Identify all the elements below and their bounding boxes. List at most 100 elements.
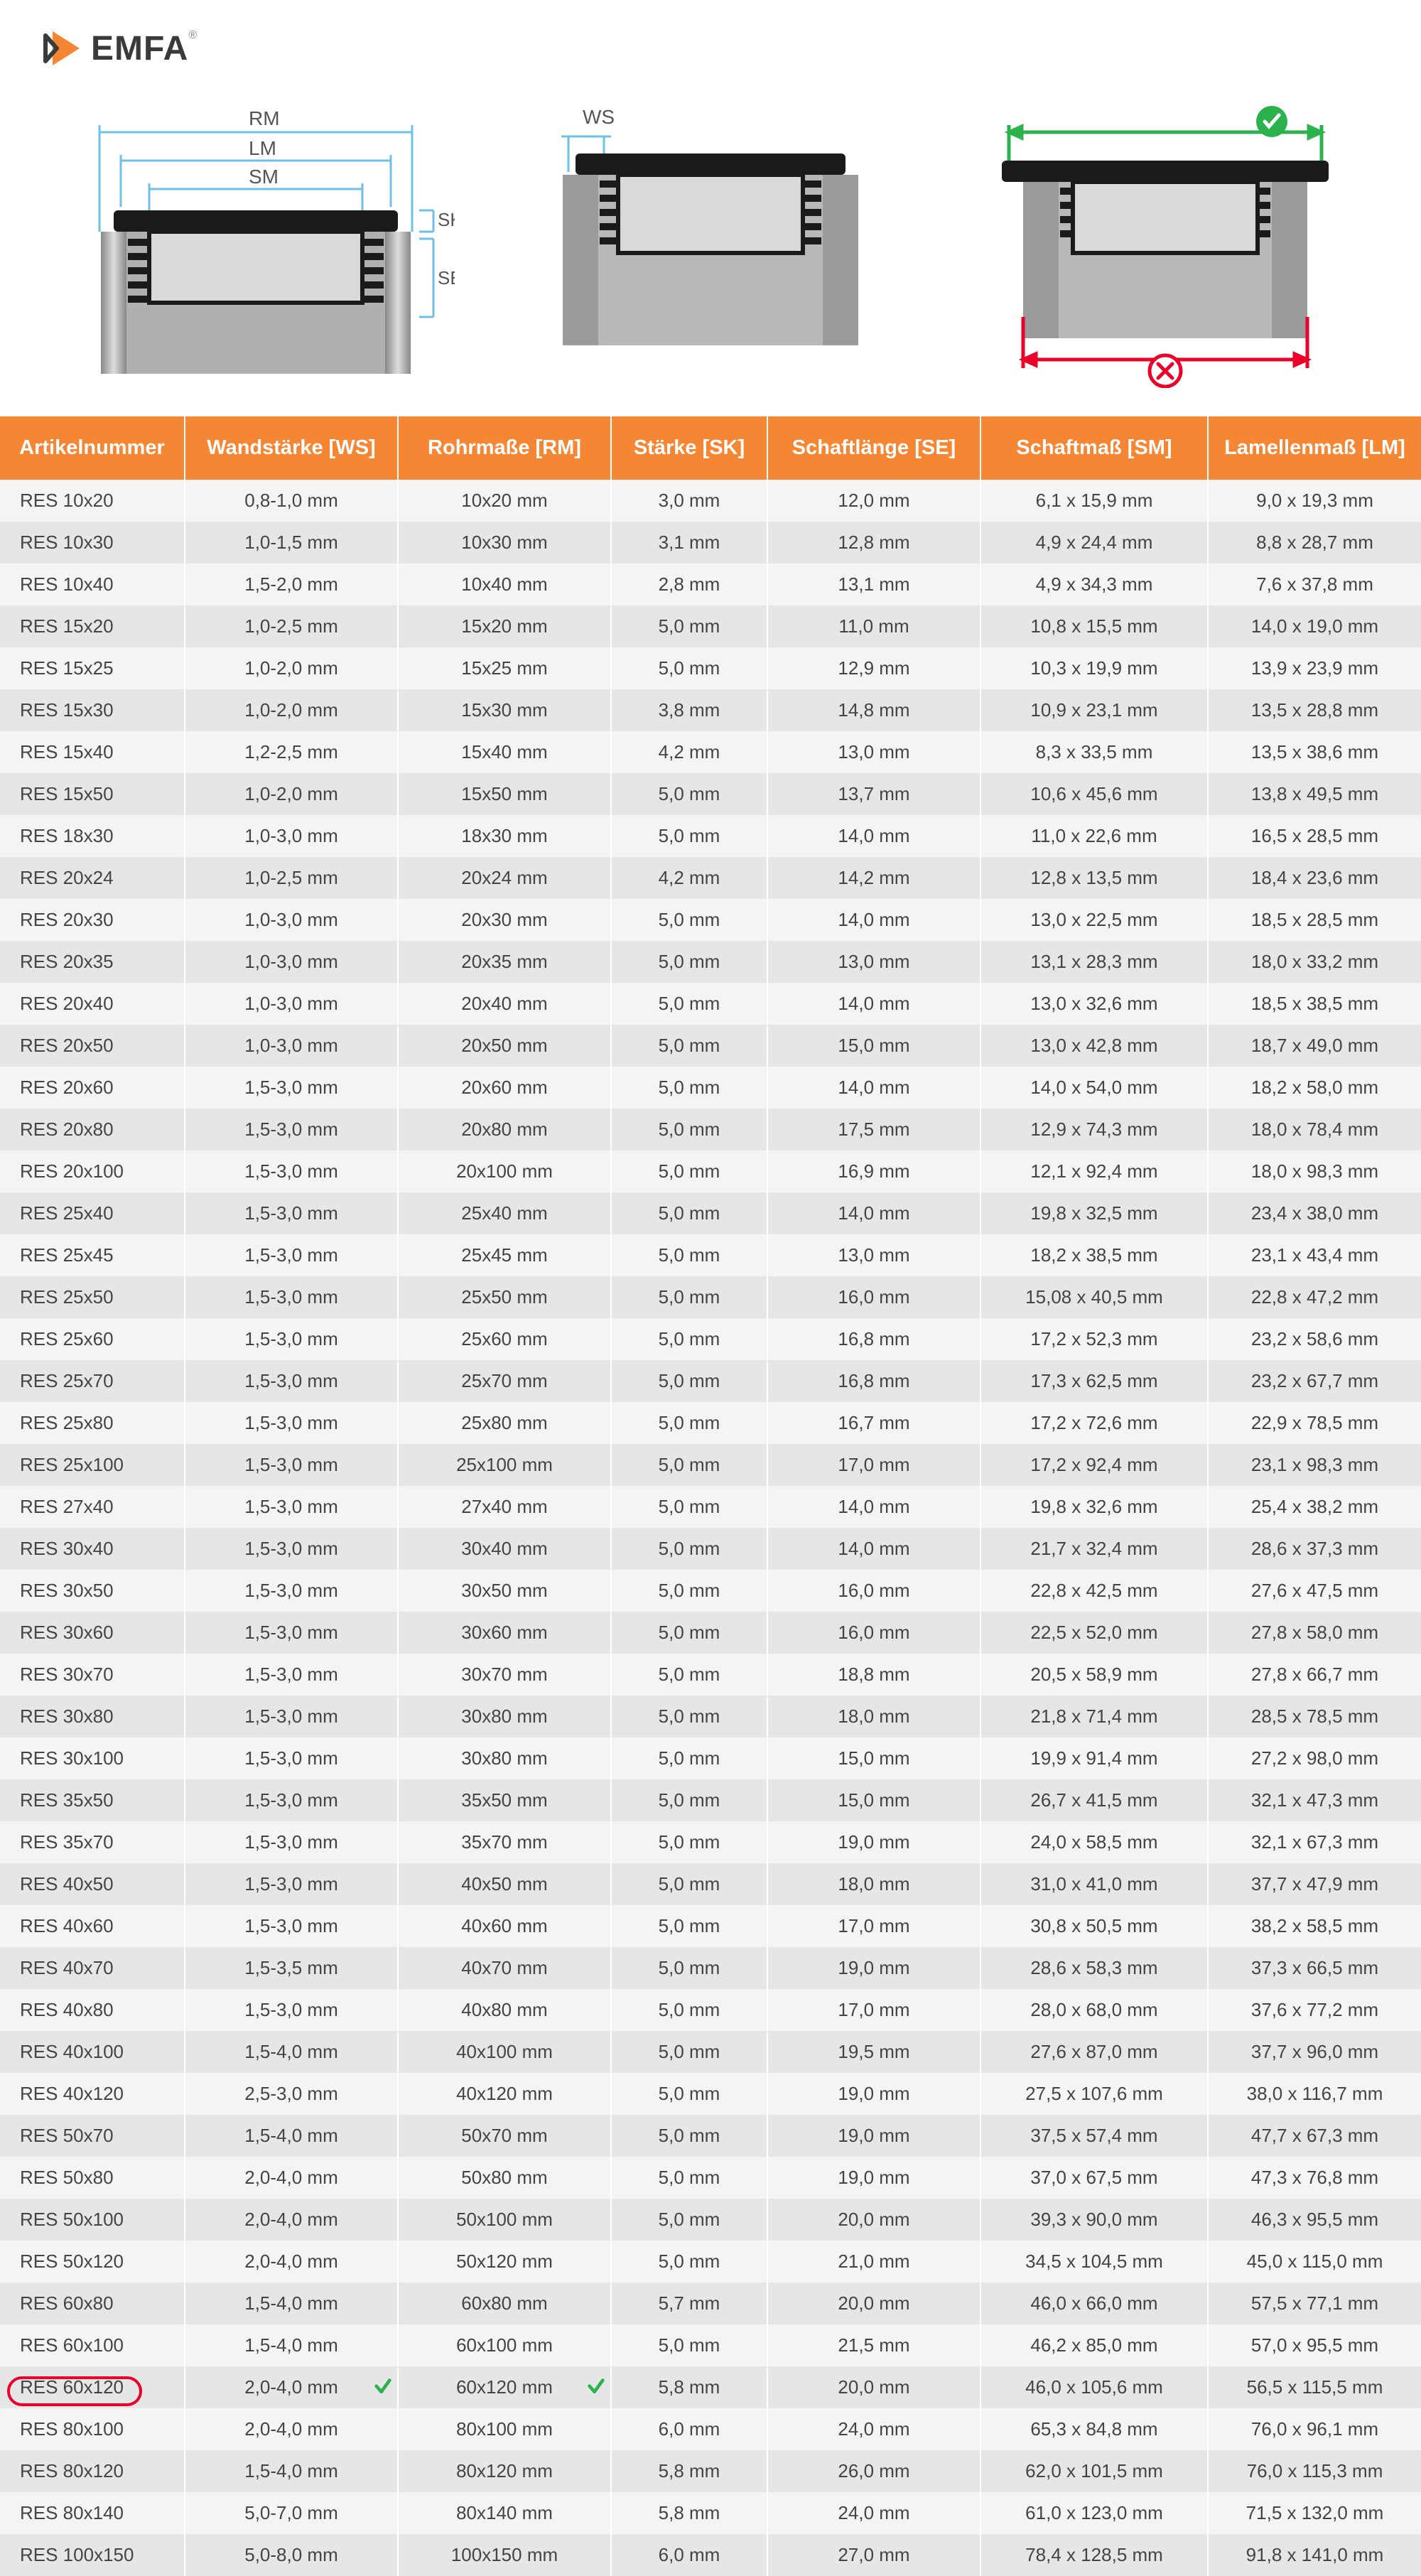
table-cell: 5,0 mm [611, 2199, 767, 2241]
table-cell: 5,0-7,0 mm [185, 2492, 398, 2534]
table-cell: 5,0 mm [611, 1318, 767, 1360]
table-cell: 40x80 mm [398, 1989, 611, 2031]
table-cell: 14,0 mm [767, 899, 980, 941]
table-cell: 20,5 x 58,9 mm [980, 1654, 1208, 1696]
table-cell: 5,0 mm [611, 815, 767, 857]
table-row: RES 50x1002,0-4,0 mm50x100 mm5,0 mm20,0 … [0, 2199, 1421, 2241]
table-cell: 60x80 mm [398, 2283, 611, 2324]
table-cell: 23,1 x 43,4 mm [1208, 1234, 1421, 1276]
table-cell: 16,8 mm [767, 1360, 980, 1402]
table-cell: 10x40 mm [398, 564, 611, 605]
table-row: RES 50x802,0-4,0 mm50x80 mm5,0 mm19,0 mm… [0, 2157, 1421, 2199]
table-cell: 19,8 x 32,6 mm [980, 1486, 1208, 1528]
table-cell: RES 40x60 [0, 1905, 185, 1947]
table-cell: 1,5-3,0 mm [185, 1486, 398, 1528]
table-row: RES 50x701,5-4,0 mm50x70 mm5,0 mm19,0 mm… [0, 2115, 1421, 2157]
table-row: RES 15x401,2-2,5 mm15x40 mm4,2 mm13,0 mm… [0, 731, 1421, 773]
table-cell: 5,0 mm [611, 647, 767, 689]
table-cell: RES 25x40 [0, 1192, 185, 1234]
table-cell: RES 60x120 [0, 2366, 185, 2408]
table-cell: RES 20x50 [0, 1025, 185, 1067]
table-cell: 5,0 mm [611, 2115, 767, 2157]
table-cell: 37,5 x 57,4 mm [980, 2115, 1208, 2157]
table-cell: 1,5-3,0 mm [185, 1109, 398, 1150]
table-cell: 19,0 mm [767, 2073, 980, 2115]
table-cell: 1,5-3,0 mm [185, 1779, 398, 1821]
table-cell: 35x70 mm [398, 1821, 611, 1863]
table-cell: 30x60 mm [398, 1612, 611, 1654]
table-cell: 16,9 mm [767, 1150, 980, 1192]
table-row: RES 10x301,0-1,5 mm10x30 mm3,1 mm12,8 mm… [0, 522, 1421, 564]
table-cell: 20x60 mm [398, 1067, 611, 1109]
table-cell: RES 20x35 [0, 941, 185, 983]
table-cell: 3,1 mm [611, 522, 767, 564]
table-cell: 1,5-4,0 mm [185, 2115, 398, 2157]
table-cell: 1,5-3,0 mm [185, 1067, 398, 1109]
table-cell: 13,7 mm [767, 773, 980, 815]
table-cell: 21,8 x 71,4 mm [980, 1696, 1208, 1737]
table-row: RES 20x401,0-3,0 mm20x40 mm5,0 mm14,0 mm… [0, 983, 1421, 1025]
table-cell: 50x70 mm [398, 2115, 611, 2157]
table-cell: 34,5 x 104,5 mm [980, 2241, 1208, 2283]
table-cell: 1,5-3,0 mm [185, 1192, 398, 1234]
table-cell: 5,0 mm [611, 1192, 767, 1234]
table-cell: RES 20x80 [0, 1109, 185, 1150]
table-cell: 6,1 x 15,9 mm [980, 480, 1208, 522]
table-cell: 27,6 x 87,0 mm [980, 2031, 1208, 2073]
table-col-header: Schaftmaß [SM] [980, 416, 1208, 480]
table-cell: 5,0 mm [611, 983, 767, 1025]
table-cell: RES 40x50 [0, 1863, 185, 1905]
table-cell: 5,0 mm [611, 1779, 767, 1821]
table-row: RES 18x301,0-3,0 mm18x30 mm5,0 mm14,0 mm… [0, 815, 1421, 857]
table-cell: 20x24 mm [398, 857, 611, 899]
table-cell: 80x140 mm [398, 2492, 611, 2534]
table-cell: 27x40 mm [398, 1486, 611, 1528]
table-cell: 1,0-3,0 mm [185, 815, 398, 857]
table-cell: 19,8 x 32,5 mm [980, 1192, 1208, 1234]
table-cell: 13,9 x 23,9 mm [1208, 647, 1421, 689]
table-cell: 28,5 x 78,5 mm [1208, 1696, 1421, 1737]
spec-table-wrap: ArtikelnummerWandstärke [WS]Rohrmaße [RM… [0, 416, 1421, 2576]
table-cell: 13,8 x 49,5 mm [1208, 773, 1421, 815]
table-col-header: Lamellenmaß [LM] [1208, 416, 1421, 480]
table-cell: RES 30x100 [0, 1737, 185, 1779]
table-cell: 12,8 x 13,5 mm [980, 857, 1208, 899]
table-cell: 10,6 x 45,6 mm [980, 773, 1208, 815]
table-cell: 46,2 x 85,0 mm [980, 2324, 1208, 2366]
table-cell: 40x60 mm [398, 1905, 611, 1947]
table-cell: 15,08 x 40,5 mm [980, 1276, 1208, 1318]
diagram-dimensions: RM LM SM SK SE [43, 104, 469, 388]
table-cell: 5,0 mm [611, 1528, 767, 1570]
table-cell: 18,0 mm [767, 1863, 980, 1905]
table-cell: 13,0 x 32,6 mm [980, 983, 1208, 1025]
table-cell: 80x100 mm [398, 2408, 611, 2450]
table-cell: 20,0 mm [767, 2283, 980, 2324]
table-cell: 30x80 mm [398, 1737, 611, 1779]
table-cell: 16,0 mm [767, 1612, 980, 1654]
table-cell: 21,5 mm [767, 2324, 980, 2366]
table-row: RES 20x501,0-3,0 mm20x50 mm5,0 mm15,0 mm… [0, 1025, 1421, 1067]
table-cell: 37,6 x 77,2 mm [1208, 1989, 1421, 2031]
logo-icon [43, 28, 82, 68]
table-row: RES 10x200,8-1,0 mm10x20 mm3,0 mm12,0 mm… [0, 480, 1421, 522]
table-cell: 5,0 mm [611, 2073, 767, 2115]
table-cell: 35x50 mm [398, 1779, 611, 1821]
table-cell: RES 25x60 [0, 1318, 185, 1360]
table-col-header: Rohrmaße [RM] [398, 416, 611, 480]
table-row: RES 40x801,5-3,0 mm40x80 mm5,0 mm17,0 mm… [0, 1989, 1421, 2031]
table-cell: RES 30x40 [0, 1528, 185, 1570]
table-cell: 5,8 mm [611, 2450, 767, 2492]
table-row: RES 30x401,5-3,0 mm30x40 mm5,0 mm14,0 mm… [0, 1528, 1421, 1570]
table-cell: 60x120 mm [398, 2366, 611, 2408]
table-cell: 11,0 x 22,6 mm [980, 815, 1208, 857]
table-cell: 18,0 x 33,2 mm [1208, 941, 1421, 983]
table-cell: 8,3 x 33,5 mm [980, 731, 1208, 773]
table-cell: 3,8 mm [611, 689, 767, 731]
table-row: RES 30x701,5-3,0 mm30x70 mm5,0 mm18,8 mm… [0, 1654, 1421, 1696]
table-cell: 10,9 x 23,1 mm [980, 689, 1208, 731]
table-cell: 17,0 mm [767, 1989, 980, 2031]
table-row: RES 25x501,5-3,0 mm25x50 mm5,0 mm16,0 mm… [0, 1276, 1421, 1318]
table-cell: 5,0 mm [611, 1444, 767, 1486]
table-cell: 1,5-3,0 mm [185, 1696, 398, 1737]
table-cell: 24,0 mm [767, 2492, 980, 2534]
